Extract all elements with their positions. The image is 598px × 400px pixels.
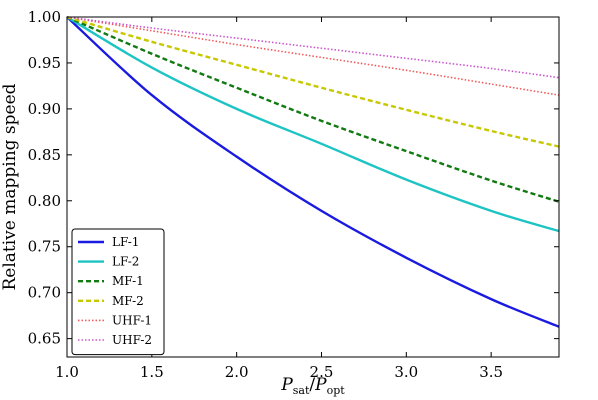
series-line-uhf-2 [66, 16, 560, 79]
x-tick-label: 2.0 [225, 363, 249, 381]
x-axis: 1.0 1.5 2.0 2.5 3.0 3.5 [55, 17, 503, 381]
series-line-lf-1 [66, 16, 560, 328]
x-tick-label: 1.0 [55, 363, 79, 381]
x-axis-title-sub1: sat [293, 384, 310, 397]
y-tick-label: 0.65 [28, 330, 61, 348]
x-tick-label: 1.5 [140, 363, 164, 381]
y-tick-label: 0.85 [28, 146, 61, 164]
legend-label-uhf-2: UHF-2 [112, 333, 152, 347]
y-axis-title: Relative mapping speed [0, 83, 20, 290]
x-axis-title-sub2: opt [327, 384, 346, 397]
series-line-mf-1 [66, 15, 560, 203]
y-tick-label: 0.75 [28, 238, 61, 256]
legend-label-mf-2: MF-2 [112, 294, 144, 308]
x-axis-title-main1: P [280, 375, 293, 395]
legend-label-mf-1: MF-1 [112, 274, 144, 288]
y-tick-label: 0.70 [28, 284, 61, 302]
series-line-uhf-1 [66, 16, 560, 96]
y-tick-label: 0.95 [28, 54, 61, 72]
x-tick-label: 3.5 [479, 363, 503, 381]
y-axis: 0.65 0.70 0.75 0.80 0.85 0.90 0.95 1.00 [28, 8, 559, 348]
x-tick-label: 2.5 [310, 363, 334, 381]
series-line-mf-2 [66, 15, 560, 148]
y-tick-label: 1.00 [28, 8, 61, 26]
x-axis-title-main2: P [314, 375, 327, 395]
y-tick-label: 0.80 [28, 192, 61, 210]
series-line-lf-2 [66, 15, 560, 233]
legend-label-lf-2: LF-2 [112, 255, 139, 269]
plot-lines [66, 15, 560, 328]
legend-label-uhf-1: UHF-1 [112, 313, 152, 327]
legend: LF-1 LF-2 MF-1 MF-2 UHF-1 UHF-2 [71, 228, 165, 356]
x-axis-title: Psat/Popt [280, 375, 345, 397]
x-axis-title-slash: / [309, 375, 315, 395]
x-tick-label: 3.0 [394, 363, 418, 381]
legend-label-lf-1: LF-1 [112, 235, 139, 249]
y-tick-label: 0.90 [28, 100, 61, 118]
plot-frame [66, 16, 560, 358]
